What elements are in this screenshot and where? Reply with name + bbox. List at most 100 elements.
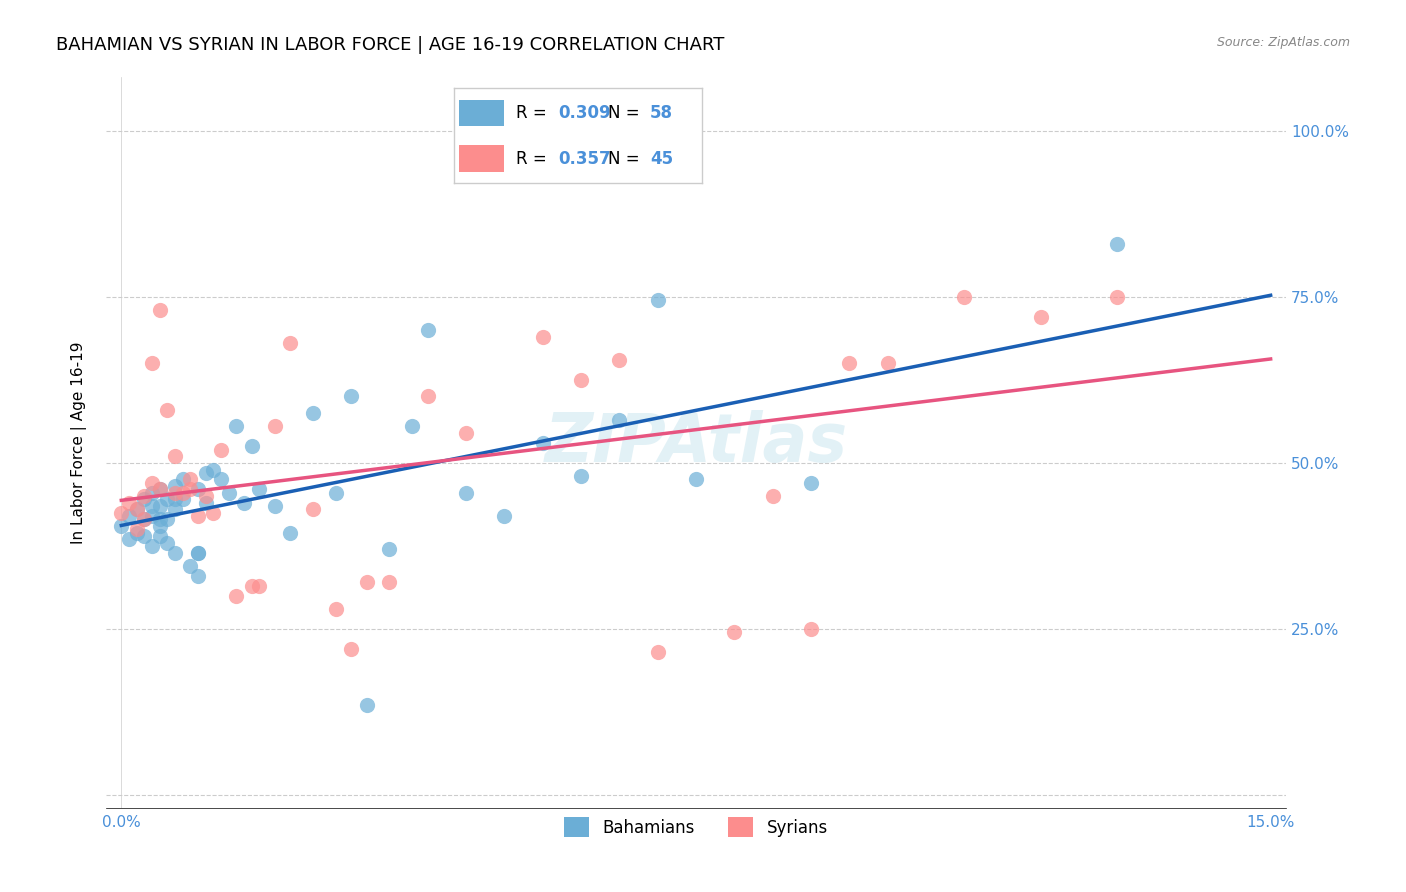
Bahamians	[685, 473, 707, 487]
Syrians	[149, 303, 172, 318]
Syrians	[838, 356, 860, 370]
Bahamians	[218, 485, 240, 500]
Bahamians	[247, 483, 270, 497]
Bahamians	[225, 419, 247, 434]
Bahamians	[156, 512, 179, 526]
Bahamians	[187, 545, 209, 559]
Syrians	[378, 575, 401, 590]
Syrians	[134, 489, 156, 503]
Syrians	[876, 356, 898, 370]
Syrians	[416, 389, 439, 403]
Bahamians	[163, 479, 186, 493]
Bahamians	[149, 519, 172, 533]
Bahamians	[125, 502, 148, 516]
Bahamians	[141, 509, 163, 524]
Syrians	[647, 645, 669, 659]
Syrians	[187, 509, 209, 524]
Syrians	[209, 442, 232, 457]
Bahamians	[232, 496, 254, 510]
Bahamians	[800, 475, 823, 490]
Syrians	[1107, 290, 1129, 304]
Syrians	[125, 502, 148, 516]
Bahamians	[494, 509, 516, 524]
Syrians	[163, 449, 186, 463]
Bahamians	[194, 466, 217, 480]
Bahamians	[125, 525, 148, 540]
Y-axis label: In Labor Force | Age 16-19: In Labor Force | Age 16-19	[72, 342, 87, 544]
Bahamians	[149, 529, 172, 543]
Bahamians	[141, 499, 163, 513]
Bahamians	[172, 473, 194, 487]
Bahamians	[416, 323, 439, 337]
Bahamians	[609, 412, 631, 426]
Bahamians	[401, 419, 423, 434]
Bahamians	[531, 436, 554, 450]
Bahamians	[356, 698, 378, 713]
Legend: Bahamians, Syrians: Bahamians, Syrians	[558, 810, 834, 844]
Syrians	[118, 496, 141, 510]
Syrians	[163, 485, 186, 500]
Bahamians	[163, 492, 186, 507]
Bahamians	[202, 462, 225, 476]
Bahamians	[118, 533, 141, 547]
Syrians	[156, 402, 179, 417]
Syrians	[225, 589, 247, 603]
Bahamians	[134, 492, 156, 507]
Bahamians	[209, 473, 232, 487]
Bahamians	[569, 469, 592, 483]
Bahamians	[378, 542, 401, 557]
Text: ZIPAtlas: ZIPAtlas	[544, 410, 848, 476]
Bahamians	[134, 512, 156, 526]
Bahamians	[118, 509, 141, 524]
Bahamians	[194, 496, 217, 510]
Bahamians	[163, 502, 186, 516]
Syrians	[569, 373, 592, 387]
Bahamians	[156, 492, 179, 507]
Bahamians	[141, 485, 163, 500]
Syrians	[240, 579, 263, 593]
Syrians	[263, 419, 285, 434]
Syrians	[478, 111, 501, 125]
Bahamians	[302, 406, 325, 420]
Bahamians	[141, 539, 163, 553]
Bahamians	[149, 512, 172, 526]
Bahamians	[179, 558, 201, 573]
Bahamians	[187, 483, 209, 497]
Syrians	[194, 489, 217, 503]
Syrians	[172, 485, 194, 500]
Bahamians	[149, 483, 172, 497]
Syrians	[456, 425, 478, 440]
Syrians	[761, 489, 783, 503]
Bahamians	[647, 293, 669, 307]
Syrians	[953, 290, 976, 304]
Syrians	[134, 512, 156, 526]
Syrians	[149, 483, 172, 497]
Syrians	[110, 506, 132, 520]
Syrians	[723, 625, 745, 640]
Syrians	[1029, 310, 1052, 324]
Bahamians	[456, 485, 478, 500]
Syrians	[247, 579, 270, 593]
Bahamians	[340, 389, 363, 403]
Text: BAHAMIAN VS SYRIAN IN LABOR FORCE | AGE 16-19 CORRELATION CHART: BAHAMIAN VS SYRIAN IN LABOR FORCE | AGE …	[56, 36, 724, 54]
Syrians	[141, 356, 163, 370]
Bahamians	[149, 499, 172, 513]
Bahamians	[156, 535, 179, 549]
Bahamians	[172, 492, 194, 507]
Syrians	[609, 352, 631, 367]
Bahamians	[187, 545, 209, 559]
Syrians	[302, 502, 325, 516]
Syrians	[325, 602, 347, 616]
Bahamians	[278, 525, 301, 540]
Bahamians	[325, 485, 347, 500]
Bahamians	[240, 439, 263, 453]
Bahamians	[263, 499, 285, 513]
Syrians	[531, 329, 554, 343]
Syrians	[340, 642, 363, 657]
Syrians	[179, 483, 201, 497]
Syrians	[278, 336, 301, 351]
Bahamians	[110, 519, 132, 533]
Bahamians	[134, 529, 156, 543]
Syrians	[356, 575, 378, 590]
Syrians	[141, 475, 163, 490]
